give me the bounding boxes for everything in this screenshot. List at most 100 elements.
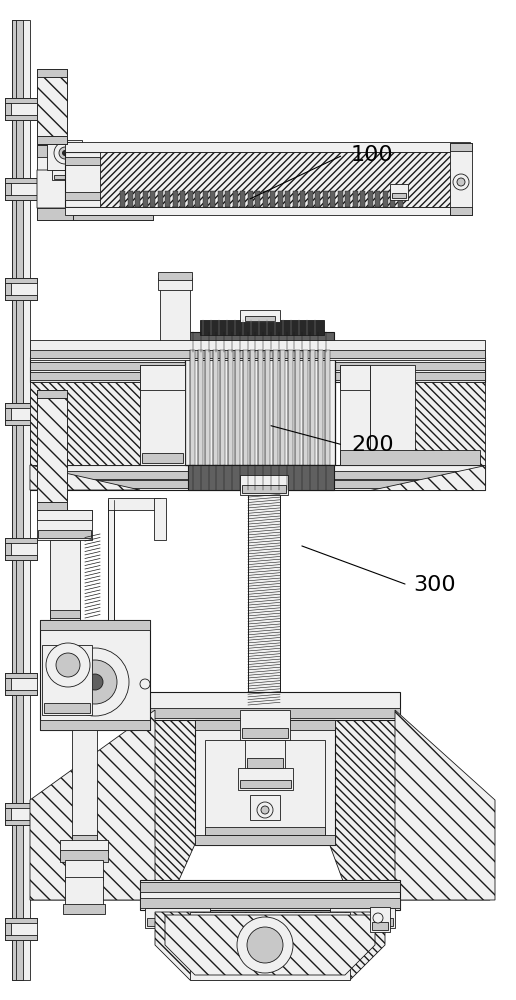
Circle shape [247,927,283,963]
Bar [73,215,153,220]
Bar [15,20,23,980]
Bar [5,935,37,940]
Bar [65,152,470,207]
Bar [145,908,210,928]
Circle shape [453,174,469,190]
Bar [195,720,335,730]
Bar [44,703,90,713]
Bar [195,191,200,207]
Bar [54,175,72,179]
Bar [65,207,470,215]
Bar [213,350,218,465]
Bar [63,904,105,914]
Bar [130,708,400,718]
Bar [235,350,240,465]
Bar [73,143,88,185]
Bar [5,183,11,195]
Bar [278,191,282,207]
Polygon shape [155,912,385,980]
Polygon shape [30,465,140,490]
Bar [243,350,248,465]
Bar [37,510,92,520]
Bar [188,465,334,490]
Bar [12,20,16,980]
Bar [142,191,148,207]
Circle shape [237,917,293,973]
Bar [154,498,166,540]
Bar [5,283,11,295]
Bar [120,191,125,207]
Bar [30,372,485,380]
Bar [317,350,322,465]
Circle shape [257,802,273,818]
Bar [5,808,11,820]
Bar [30,480,485,488]
Bar [108,498,160,510]
Bar [37,510,92,540]
Bar [5,538,37,560]
Bar [450,207,472,215]
Bar [5,178,37,183]
Bar [310,350,315,465]
Bar [188,332,334,352]
Bar [200,320,324,335]
Circle shape [61,648,129,716]
Bar [37,145,77,220]
Bar [127,191,133,207]
Polygon shape [395,710,495,900]
Circle shape [140,679,150,689]
Bar [345,191,350,207]
Bar [342,453,368,463]
Bar [65,157,470,165]
Bar [225,191,230,207]
Bar [240,191,245,207]
Bar [37,502,67,510]
Bar [325,350,330,465]
Bar [142,453,183,463]
Bar [210,191,215,207]
Bar [72,730,97,845]
Bar [382,191,388,207]
Bar [42,645,92,715]
Bar [255,191,260,207]
Circle shape [46,643,90,687]
Bar [367,191,373,207]
Bar [60,840,108,852]
Bar [30,471,485,479]
Polygon shape [37,77,67,136]
Bar [308,191,313,207]
Bar [250,350,255,465]
Bar [370,365,415,465]
Bar [390,184,408,200]
Bar [205,827,325,835]
Bar [5,420,37,425]
Bar [370,907,390,932]
Bar [5,538,37,543]
Bar [5,408,11,420]
Bar [340,450,480,465]
Bar [135,191,140,207]
Circle shape [73,660,117,704]
Bar [242,728,288,738]
Circle shape [373,913,383,923]
Bar [5,278,37,300]
Circle shape [87,674,103,690]
Bar [240,780,291,788]
Text: 300: 300 [413,575,456,595]
Bar [352,191,358,207]
Bar [108,500,114,620]
Bar [240,310,280,322]
Circle shape [62,150,68,155]
Bar [330,191,335,207]
Bar [165,191,170,207]
Bar [73,177,88,185]
Polygon shape [37,398,67,502]
Bar [140,898,400,908]
Bar [65,142,470,152]
Bar [337,191,343,207]
Bar [220,350,225,465]
Bar [5,923,11,935]
Text: 100: 100 [351,145,394,165]
Bar [187,191,192,207]
Bar [245,740,285,770]
